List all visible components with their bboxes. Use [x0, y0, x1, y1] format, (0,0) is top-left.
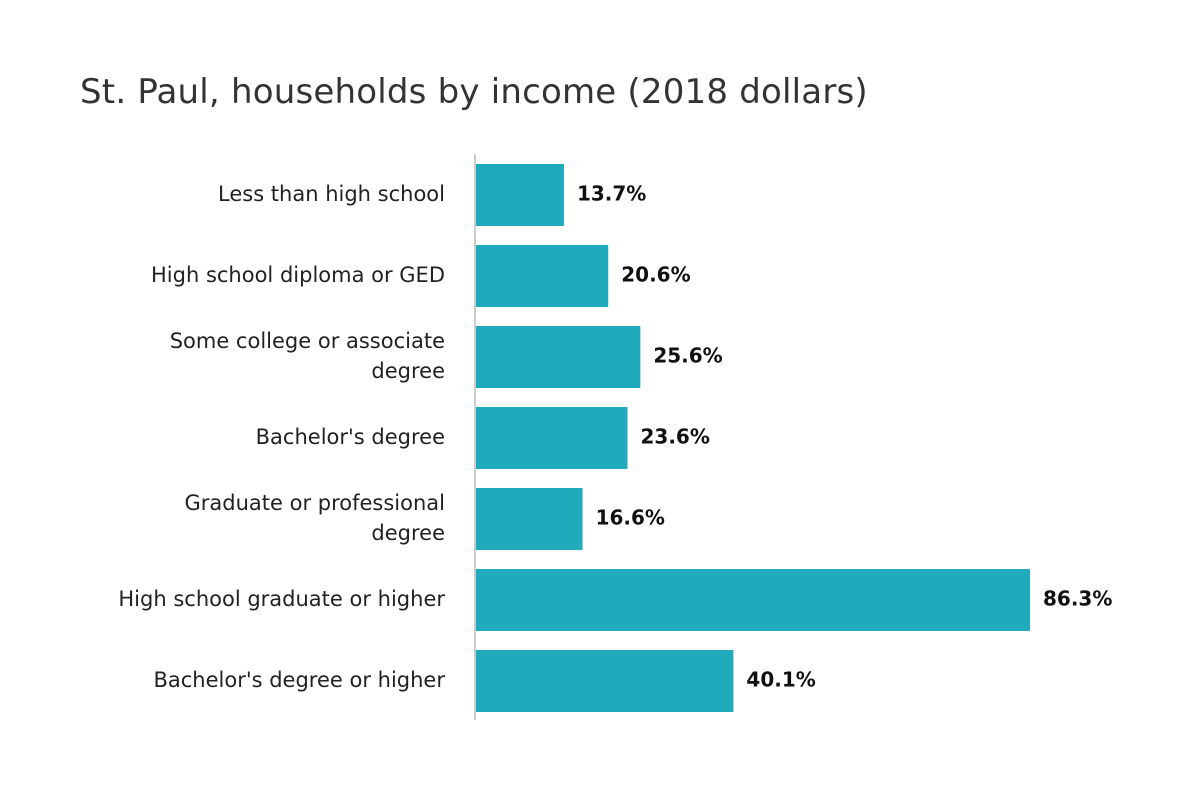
value-label: 40.1% [746, 668, 815, 692]
bar [476, 407, 628, 469]
category-label: Graduate or professional degree [184, 491, 445, 545]
bar [476, 164, 564, 226]
category-labels: Less than high school High school diploma… [118, 182, 445, 692]
category-label: Some college or associate degree [170, 329, 445, 383]
category-label: Less than high school [218, 182, 445, 206]
value-label: 23.6% [640, 425, 709, 449]
value-label: 86.3% [1043, 587, 1112, 611]
value-label: 25.6% [653, 344, 722, 368]
bar [476, 245, 609, 307]
chart-title: St. Paul, households by income (2018 dol… [80, 72, 868, 112]
bars-layer [476, 164, 1030, 712]
bar [476, 488, 583, 550]
category-label: High school diploma or GED [151, 263, 445, 287]
value-label: 20.6% [621, 263, 690, 287]
category-label: High school graduate or higher [118, 587, 445, 611]
value-labels: 13.7% 20.6% 25.6% 23.6% 16.6% 86.3% 40.1% [577, 182, 1112, 692]
bar [476, 650, 734, 712]
category-label: Bachelor's degree [256, 425, 445, 449]
bar [476, 326, 641, 388]
category-label: Bachelor's degree or higher [153, 668, 445, 692]
bar [476, 569, 1030, 631]
value-label: 13.7% [577, 182, 646, 206]
value-label: 16.6% [596, 506, 665, 530]
